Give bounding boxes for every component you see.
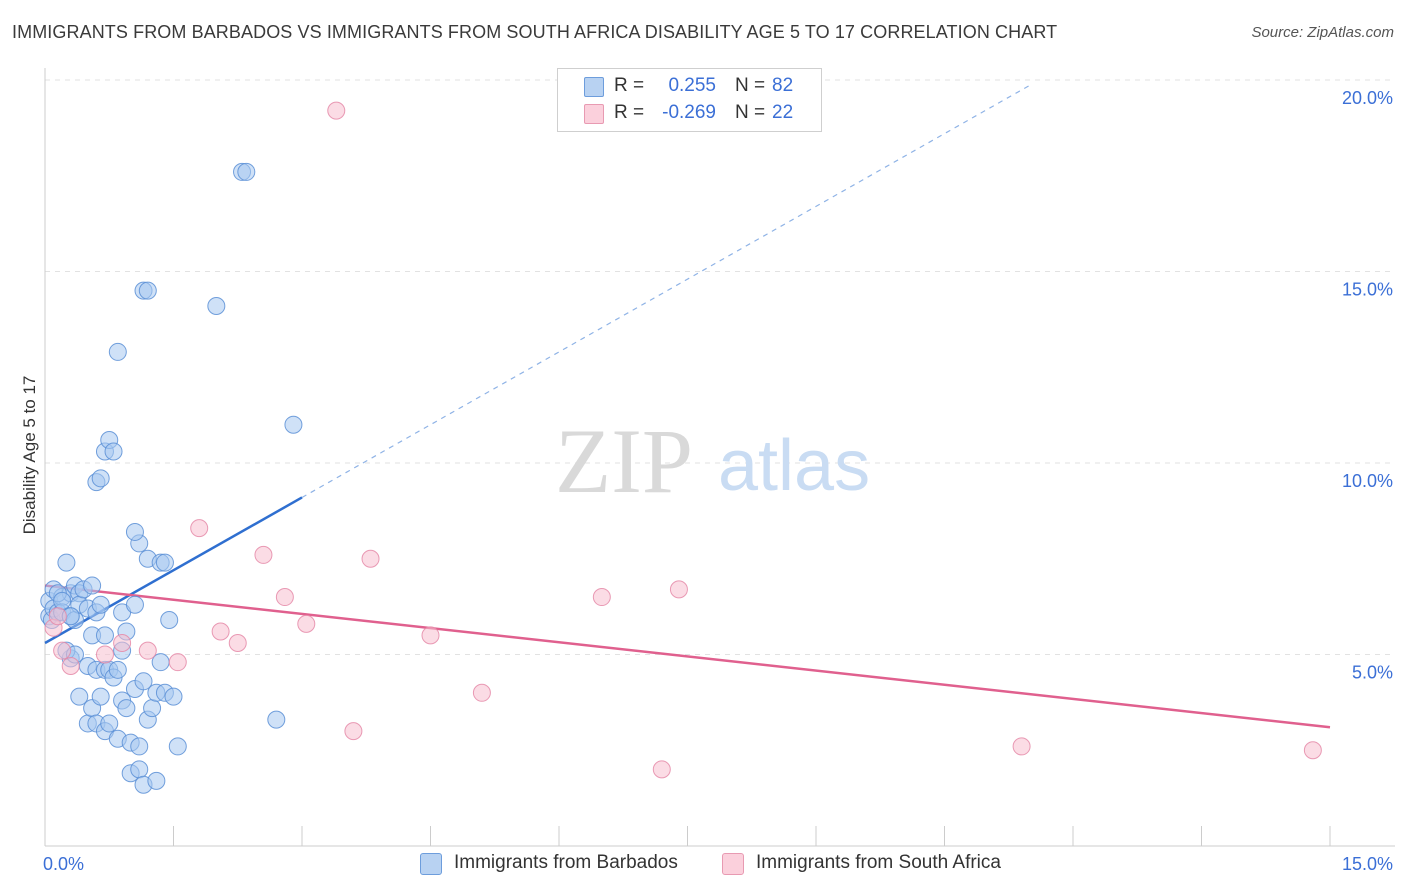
- south-africa-point: [168, 653, 187, 672]
- south-africa-point: [669, 580, 688, 599]
- chart-source: Source: ZipAtlas.com: [1251, 24, 1394, 41]
- barbados-point: [108, 342, 127, 361]
- south-africa-point: [297, 614, 316, 633]
- barbados-point: [125, 522, 144, 541]
- south-africa-point: [652, 760, 671, 779]
- south-africa-point: [48, 607, 67, 626]
- barbados-point: [160, 611, 179, 630]
- chart-title: IMMIGRANTS FROM BARBADOS VS IMMIGRANTS F…: [12, 22, 1058, 42]
- barbados-point: [130, 737, 149, 756]
- barbados-point: [57, 553, 76, 572]
- barbados-point: [91, 595, 110, 614]
- barbados-point: [100, 714, 119, 733]
- scatter-points: [40, 101, 1322, 794]
- n-value: 82: [772, 75, 794, 96]
- y-tick-label: 5.0%: [1352, 663, 1393, 683]
- y-tick-label: 15.0%: [1342, 280, 1393, 300]
- y-axis-label: Disability Age 5 to 17: [20, 376, 39, 535]
- legend-label-barbados: Immigrants from Barbados: [454, 852, 678, 873]
- barbados-point: [138, 281, 157, 300]
- barbados-point: [164, 687, 183, 706]
- n-label: N =: [735, 75, 766, 96]
- barbados-point: [134, 672, 153, 691]
- barbados-point: [168, 737, 187, 756]
- barbados-point: [95, 626, 114, 645]
- south-africa-point: [592, 588, 611, 607]
- y-tick-label: 10.0%: [1342, 471, 1393, 491]
- trend-lines: [44, 84, 1331, 729]
- barbados-point: [104, 442, 123, 461]
- south-africa-point: [228, 634, 247, 653]
- south-africa-point: [254, 545, 273, 564]
- barbados-point: [117, 699, 136, 718]
- watermark-zip: ZIP: [555, 410, 693, 512]
- r-label: R =: [614, 75, 645, 96]
- barbados-point: [70, 687, 89, 706]
- barbados-swatch: [584, 77, 604, 97]
- south-africa-swatch: [584, 104, 604, 124]
- barbados-point: [125, 595, 144, 614]
- barbados-point: [207, 296, 226, 315]
- south-africa-point: [1012, 737, 1031, 756]
- south-africa-point: [53, 641, 72, 660]
- barbados-point: [155, 553, 174, 572]
- r-value: 0.255: [668, 75, 716, 96]
- south-africa-trend-line: [44, 584, 1331, 729]
- stats-row-barbados: R = 0.255 N = 82: [558, 74, 821, 100]
- barbados-legend-swatch: [420, 853, 442, 875]
- south-africa-point: [472, 683, 491, 702]
- south-africa-point: [1303, 741, 1322, 760]
- south-africa-point: [211, 622, 230, 641]
- n-label: N =: [735, 102, 766, 123]
- barbados-point: [237, 162, 256, 181]
- south-africa-point: [344, 722, 363, 741]
- barbados-point: [83, 576, 102, 595]
- watermark-atlas: atlas: [718, 426, 870, 506]
- axes: [44, 68, 1395, 847]
- barbados-point: [143, 699, 162, 718]
- x-tick-label: 0.0%: [43, 854, 84, 874]
- stats-row-south-africa: R = -0.269 N = 22: [558, 101, 821, 127]
- x-tick-label: 15.0%: [1342, 854, 1393, 874]
- watermark: ZIP atlas: [555, 410, 870, 512]
- south-africa-point: [61, 656, 80, 675]
- south-africa-point: [190, 519, 209, 538]
- south-africa-point: [113, 634, 132, 653]
- barbados-point: [267, 710, 286, 729]
- r-label: R =: [614, 102, 645, 123]
- barbados-point: [147, 771, 166, 790]
- tick-labels: 5.0% 10.0% 15.0% 20.0% 0.0% 15.0%: [43, 88, 1393, 874]
- barbados-trend-line: [44, 496, 303, 645]
- south-africa-point: [275, 588, 294, 607]
- south-africa-point: [95, 645, 114, 664]
- correlation-stats-box: R = 0.255 N = 82 R = -0.269 N = 22: [557, 68, 822, 132]
- barbados-point: [130, 760, 149, 779]
- south-africa-point: [361, 549, 380, 568]
- gridlines: [45, 79, 1395, 655]
- r-value: -0.269: [662, 102, 716, 123]
- south-africa-point: [138, 641, 157, 660]
- y-tick-label: 20.0%: [1342, 88, 1393, 108]
- barbados-point: [108, 660, 127, 679]
- south-africa-point: [421, 626, 440, 645]
- barbados-point: [284, 415, 303, 434]
- barbados-point: [91, 687, 110, 706]
- south-africa-legend-swatch: [722, 853, 744, 875]
- legend-label-south-africa: Immigrants from South Africa: [756, 852, 1001, 873]
- south-africa-point: [327, 101, 346, 120]
- barbados-point: [53, 591, 72, 610]
- barbados-point: [91, 469, 110, 488]
- n-value: 22: [772, 102, 794, 123]
